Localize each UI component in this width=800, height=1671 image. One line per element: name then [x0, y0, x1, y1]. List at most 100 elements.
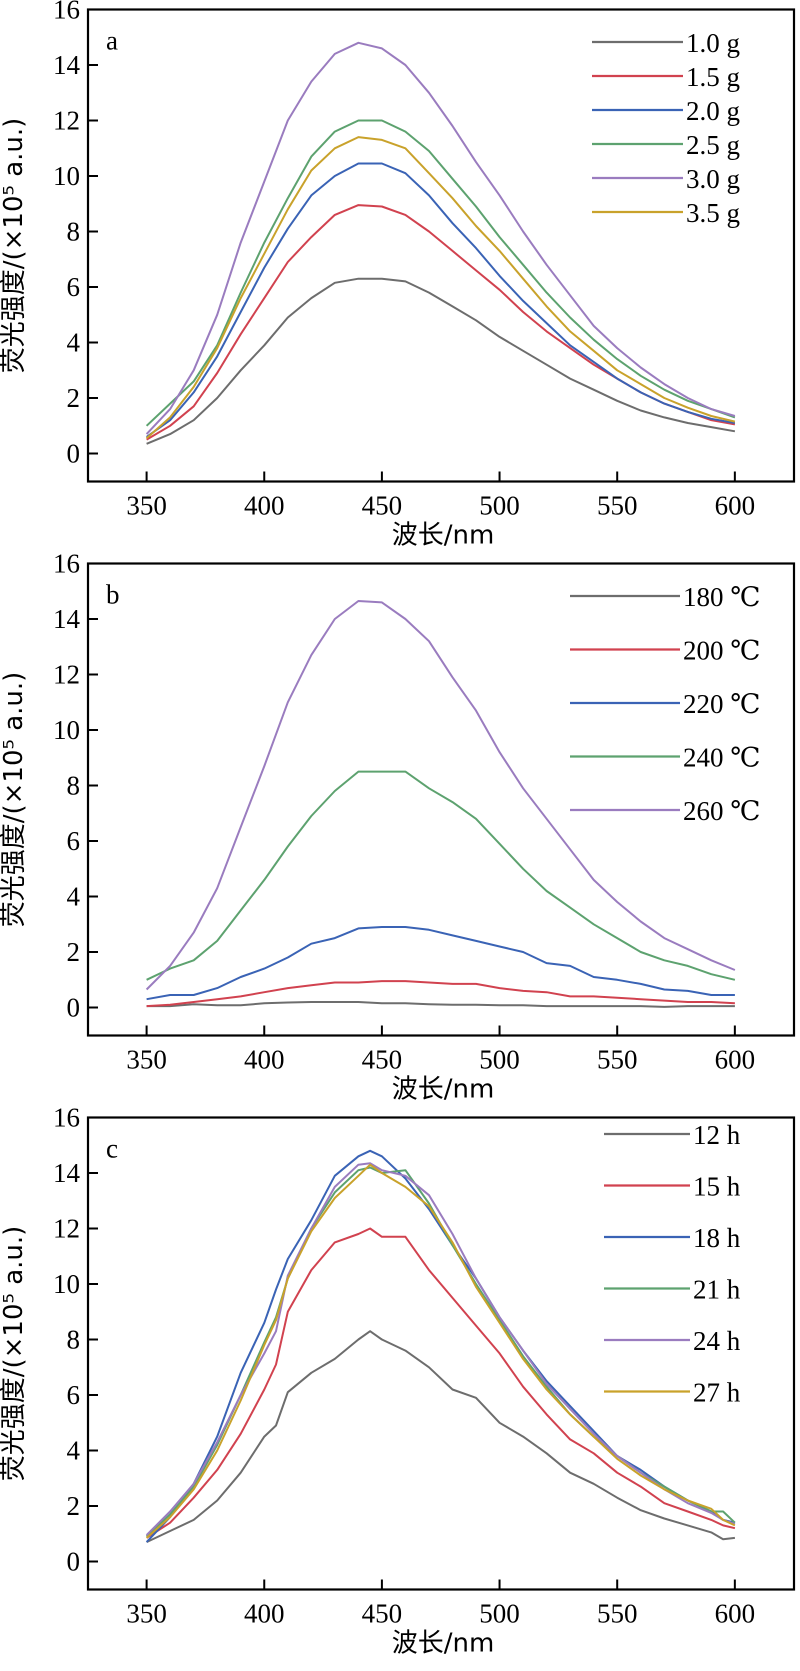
- legend-item: 240 ℃: [570, 743, 760, 773]
- legend-item: 18 h: [604, 1223, 741, 1253]
- y-tick-label: 12: [53, 660, 80, 690]
- y-tick-label: 8: [67, 771, 81, 801]
- y-tick-label: 0: [67, 1547, 81, 1577]
- y-tick-label: 4: [67, 882, 81, 912]
- x-tick-label: 450: [362, 1045, 403, 1075]
- legend-item: 15 h: [604, 1172, 741, 1202]
- x-tick-label: 600: [715, 1045, 756, 1075]
- series-group: [145, 41, 736, 445]
- plot-frame: [86, 562, 796, 1037]
- series-group: [145, 1149, 736, 1544]
- y-tick-label: 10: [53, 1269, 80, 1299]
- x-tick-label: 500: [479, 1599, 520, 1629]
- y-tick-label: 16: [53, 549, 80, 579]
- legend-label: 24 h: [693, 1326, 741, 1356]
- series-line-27h: [145, 1163, 736, 1539]
- series-line-3-0g: [145, 41, 736, 435]
- legend-label: 200 ℃: [683, 636, 760, 666]
- y-axis-label: 荧光强度/(×10⁵ a.u.): [0, 672, 29, 928]
- legend-item: 200 ℃: [570, 636, 760, 666]
- legend-item: 180 ℃: [570, 582, 760, 612]
- x-tick-label: 550: [597, 1599, 638, 1629]
- x-tick-label: 600: [715, 491, 756, 521]
- legend-label: 180 ℃: [683, 582, 760, 612]
- y-tick-label: 6: [67, 272, 81, 302]
- y-tick-label: 0: [67, 993, 81, 1023]
- series-line-12h: [146, 1330, 736, 1544]
- x-tick-label: 350: [126, 1045, 167, 1075]
- panel-label: b: [106, 580, 120, 610]
- y-tick-label: 8: [67, 1325, 81, 1355]
- series-line-2-0g: [146, 162, 736, 438]
- legend-item: 3.0 g: [592, 164, 740, 194]
- legend-item: 21 h: [604, 1275, 741, 1305]
- series-line-15h: [146, 1227, 736, 1539]
- series-line-220: [146, 926, 735, 1001]
- series-line-1-0g: [146, 277, 736, 445]
- x-tick-label: 500: [479, 1045, 520, 1075]
- x-axis-label: 波长/nm: [392, 1629, 495, 1659]
- y-tick-label: 12: [53, 1214, 80, 1244]
- legend-label: 15 h: [693, 1172, 741, 1202]
- legend-item: 1.0 g: [592, 28, 740, 58]
- legend-label: 12 h: [693, 1120, 741, 1150]
- y-tick-label: 2: [67, 1491, 81, 1521]
- series-line-200: [146, 980, 735, 1008]
- y-tick-label: 2: [67, 937, 81, 967]
- y-tick-label: 16: [53, 1103, 80, 1133]
- series-line-24h: [145, 1162, 736, 1536]
- x-tick-label: 400: [244, 1045, 285, 1075]
- legend-item: 220 ℃: [570, 689, 760, 719]
- y-tick-label: 10: [53, 715, 80, 745]
- panel-b: 0 2 4 6 8 10 12 14 16 350 400 450 500 550 600 波长/nm 荧光强度…: [0, 549, 796, 1105]
- plot-frame: [86, 1116, 796, 1591]
- legend-label: 21 h: [693, 1275, 741, 1305]
- legend-label: 1.5 g: [686, 62, 740, 92]
- legend: 1.0 g 1.5 g 2.0 g 2.5 g 3.0 g 3.5 g: [592, 28, 740, 228]
- y-tick-label: 0: [67, 439, 81, 469]
- x-tick-label: 350: [126, 1599, 167, 1629]
- y-axis-label: 荧光强度/(×10⁵ a.u.): [0, 1226, 29, 1482]
- y-tick-label: 12: [53, 106, 80, 136]
- legend: 180 ℃ 200 ℃ 220 ℃ 240 ℃ 260 ℃: [570, 582, 760, 826]
- x-tick-label: 500: [479, 491, 520, 521]
- panel-c: 0 2 4 6 8 10 12 14 16 350 400 450 500 550 600 波长/nm 荧光强度…: [0, 1103, 796, 1659]
- legend-label: 2.5 g: [686, 130, 740, 160]
- series-group: [145, 600, 736, 1008]
- y-tick-label: 10: [53, 161, 80, 191]
- legend-label: 1.0 g: [686, 28, 740, 58]
- y-tick-label: 6: [67, 1380, 81, 1410]
- y-tick-label: 14: [53, 604, 81, 634]
- legend-item: 260 ℃: [570, 796, 760, 826]
- legend-item: 12 h: [604, 1120, 741, 1150]
- panel-label: a: [106, 26, 118, 56]
- legend: 12 h 15 h 18 h 21 h 24 h 27 h: [604, 1120, 741, 1408]
- legend-item: 2.0 g: [592, 96, 740, 126]
- x-tick-label: 600: [715, 1599, 756, 1629]
- legend-label: 3.5 g: [686, 198, 740, 228]
- legend-label: 18 h: [693, 1223, 741, 1253]
- x-axis-label: 波长/nm: [392, 521, 495, 551]
- x-tick-label: 450: [362, 1599, 403, 1629]
- x-tick-label: 550: [597, 1045, 638, 1075]
- series-line-180: [146, 1001, 735, 1008]
- series-line-240: [146, 770, 736, 981]
- plot-frame: [86, 8, 796, 483]
- legend-item: 24 h: [604, 1326, 741, 1356]
- y-tick-label: 4: [67, 328, 81, 358]
- series-line-18h: [145, 1149, 736, 1543]
- y-tick-label: 8: [67, 217, 81, 247]
- y-axis-label: 荧光强度/(×10⁵ a.u.): [0, 118, 29, 374]
- x-tick-label: 450: [362, 491, 403, 521]
- legend-label: 2.0 g: [686, 96, 740, 126]
- y-tick-label: 14: [53, 50, 81, 80]
- series-line-260: [145, 600, 736, 991]
- y-tick-label: 16: [53, 0, 80, 25]
- x-tick-label: 400: [244, 1599, 285, 1629]
- x-tick-label: 400: [244, 491, 285, 521]
- y-tick-label: 4: [67, 1436, 81, 1466]
- legend-label: 3.0 g: [686, 164, 740, 194]
- series-line-2-5g: [145, 119, 736, 427]
- x-tick-label: 550: [597, 491, 638, 521]
